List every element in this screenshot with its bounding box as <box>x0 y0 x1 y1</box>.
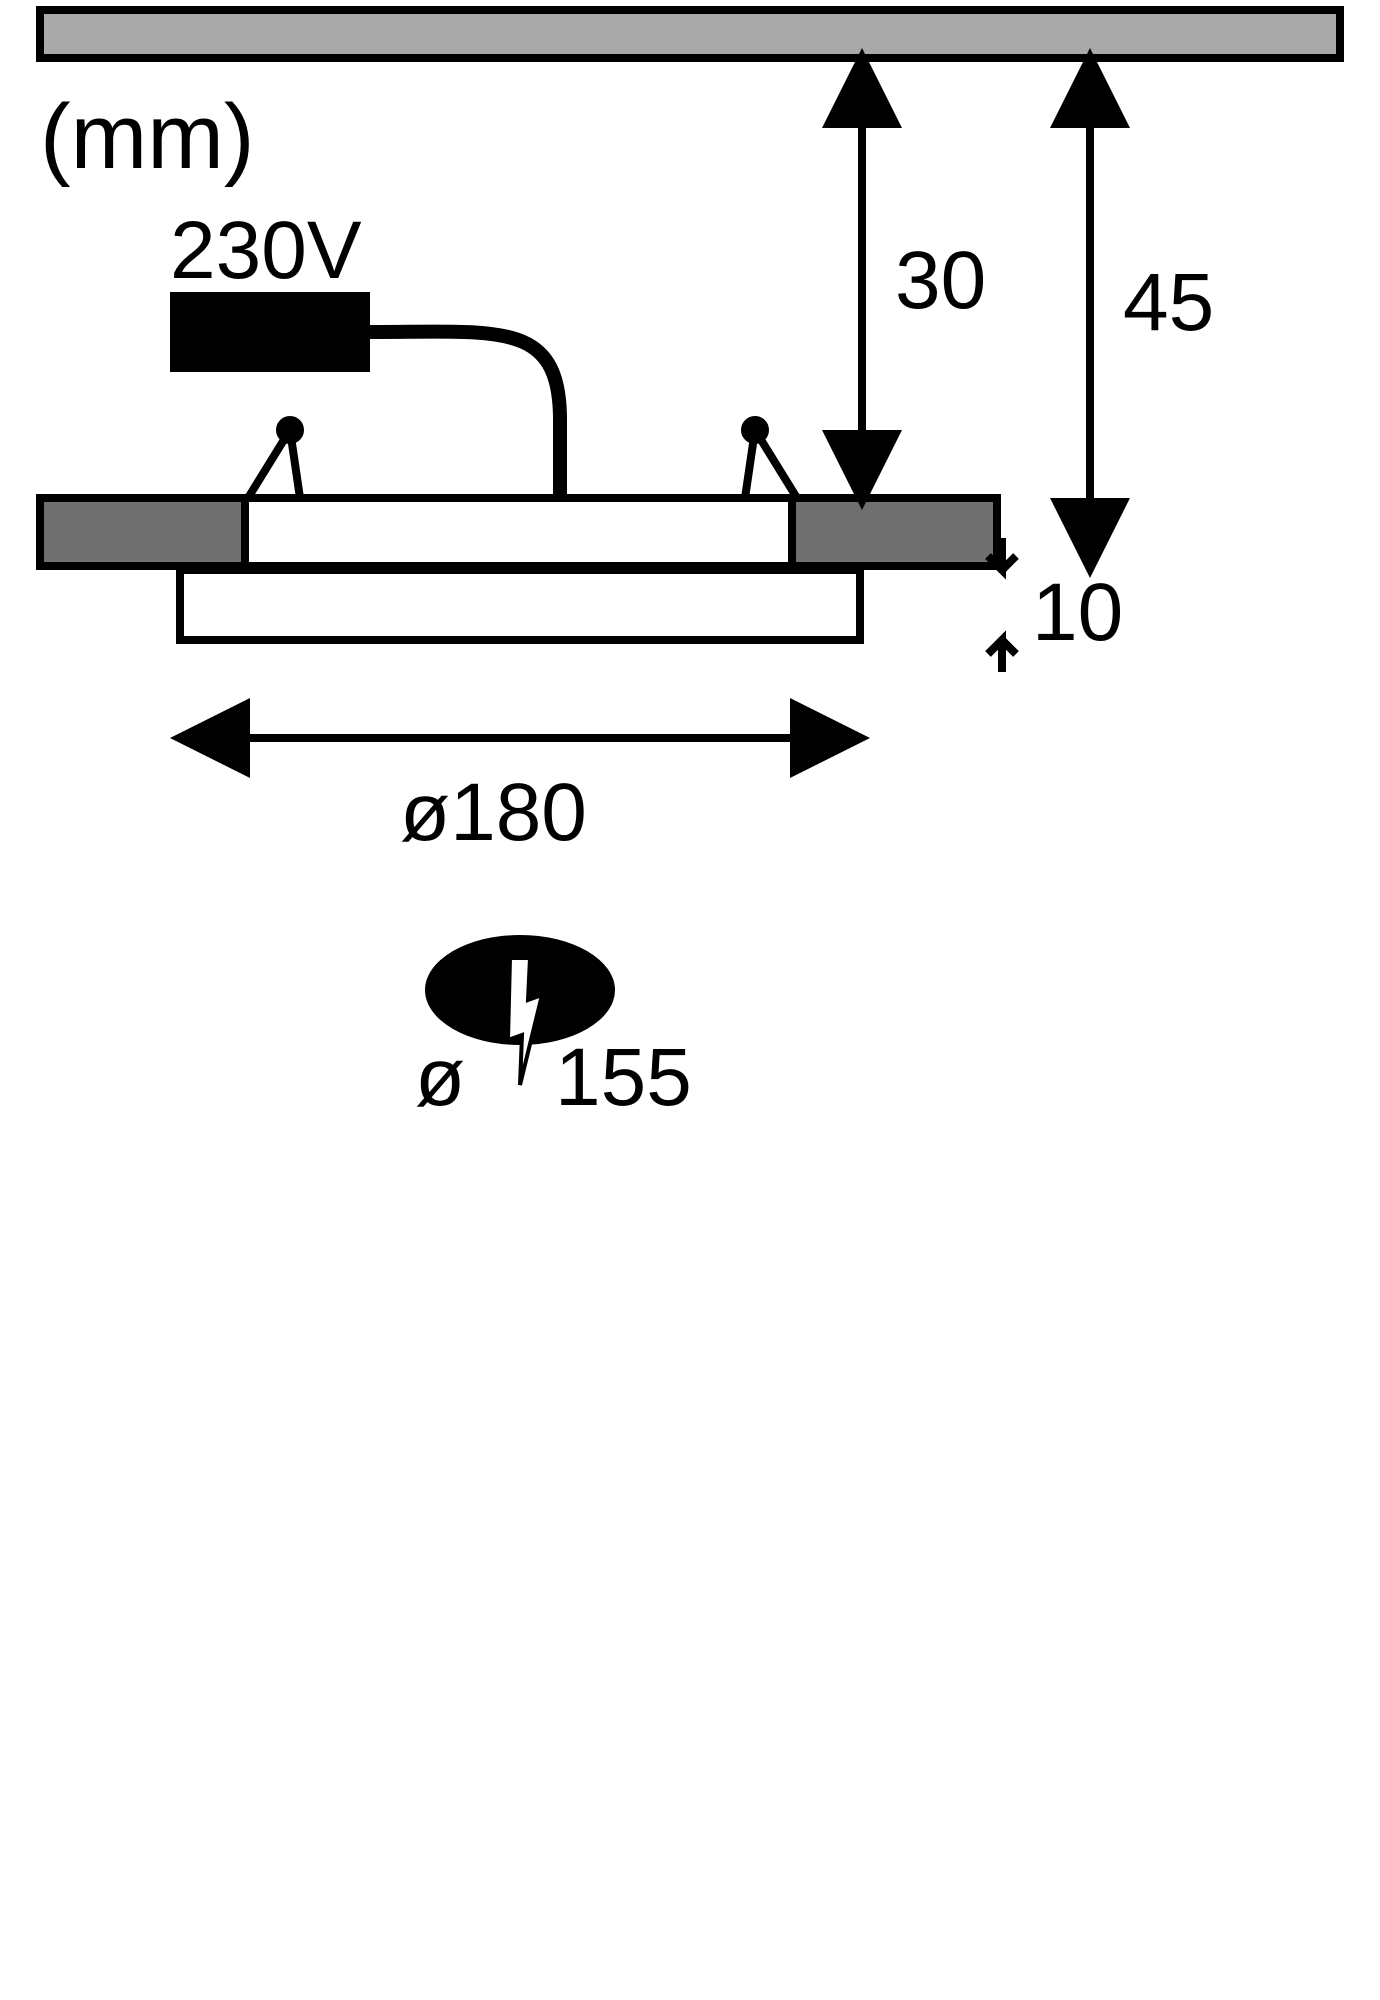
panel-face <box>180 570 860 640</box>
dim-label-30: 30 <box>895 235 986 326</box>
unit-label: (mm) <box>40 86 255 188</box>
mount-bracket-right <box>792 498 997 566</box>
driver-box <box>170 292 370 372</box>
dim-label-180: ø180 <box>400 767 587 858</box>
mount-bracket-left <box>40 498 245 566</box>
cutout-prefix: ø <box>415 1032 465 1123</box>
dim-label-10: 10 <box>1032 567 1123 658</box>
clip-left <box>248 420 300 498</box>
ceiling-bar <box>40 10 1340 58</box>
dim-label-45: 45 <box>1123 257 1214 348</box>
voltage-label: 230V <box>170 205 362 296</box>
dim-10 <box>988 538 1016 672</box>
panel-recess <box>245 498 792 566</box>
cutout-label: 155 <box>555 1032 692 1123</box>
clip-right <box>745 420 797 498</box>
